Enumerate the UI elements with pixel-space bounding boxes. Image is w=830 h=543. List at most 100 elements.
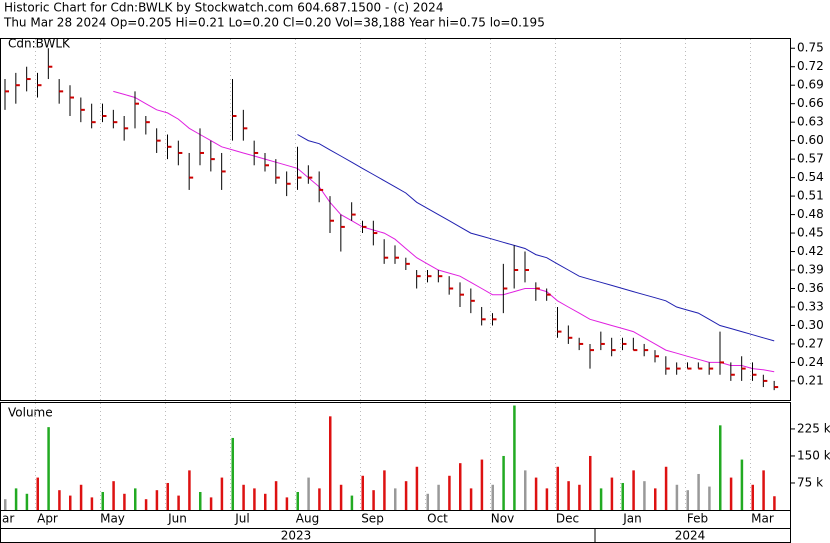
volume-bar [58,490,61,510]
volume-bar [209,497,213,510]
y-tick-label: 0.39 [797,263,824,277]
volume-bar [621,482,624,510]
header-line1: Historic Chart for Cdn:BWLK by Stockwatc… [4,1,443,15]
volume-bar [415,466,419,510]
volume-bar [242,484,245,510]
x-tick-label: ar [2,512,14,526]
volume-bar [589,455,592,510]
v-tick-label: 150 k [797,448,830,462]
year-label: 2024 [675,529,706,543]
volume-bar [545,488,549,510]
volume-bar [513,405,516,510]
x-tick-label: Sep [361,512,384,526]
volume-bar [166,482,169,510]
volume-bar [101,491,104,510]
volume-bar [25,493,29,510]
volume-bar [556,466,559,510]
volume-bar [144,499,148,510]
volume-bar [762,470,765,510]
y-tick-label: 0.21 [797,373,824,387]
y-tick-label: 0.33 [797,299,824,313]
x-tick-label: Jun [167,512,187,526]
volume-bar [491,484,494,510]
volume-bar [719,425,722,510]
volume-bar [524,470,527,510]
x-tick-label: Feb [687,512,708,526]
volume-bar [188,470,191,510]
volume-bar [134,488,137,510]
volume-bar [14,488,18,510]
y-tick-label: 0.66 [797,96,824,110]
volume-bar [177,495,180,510]
year-axis [0,528,791,543]
volume-bar [383,470,386,510]
y-tick-label: 0.27 [797,336,824,350]
volume-bar [69,495,72,510]
volume-bar [231,437,234,510]
y-tick-label: 0.60 [797,133,824,147]
volume-bar [285,497,289,510]
price-frame [0,38,791,401]
x-tick-label: Mar [751,512,774,526]
volume-bar [90,497,94,510]
volume-bar [404,481,408,510]
y-tick-label: 0.24 [797,355,824,369]
header-line2: Thu Mar 28 2024 Op=0.205 Hi=0.21 Lo=0.20… [3,16,545,30]
x-tick-label: Nov [491,512,514,526]
x-tick-label: Dec [556,512,579,526]
volume-bar [664,466,668,510]
volume-bar [372,490,375,510]
y-tick-label: 0.72 [797,59,824,73]
volume-bar [79,484,83,510]
volume-bar [697,473,700,510]
y-tick-label: 0.42 [797,244,824,258]
y-tick-label: 0.51 [797,189,824,203]
volume-bar [437,484,440,510]
volume-bar [686,490,689,510]
volume-bar [567,481,570,510]
moving-average [297,134,775,342]
y-tick-label: 0.30 [797,318,824,332]
x-tick-label: May [100,512,125,526]
volume-bar [296,491,299,510]
volume-bar [426,493,429,510]
volume-bar [632,470,635,510]
volume-label: Volume [8,406,53,420]
volume-bar [751,484,754,510]
volume-bar [47,427,50,510]
volume-bar [264,493,267,510]
y-tick-label: 0.63 [797,115,824,129]
volume-bar [534,477,538,510]
volume-bar [123,493,126,510]
volume-bar [610,477,614,510]
x-tick-label: Apr [37,512,58,526]
v-tick-label: 225 k [797,421,830,435]
volume-bar [480,459,484,510]
volume-bar [318,488,321,510]
volume-bar [307,477,310,510]
volume-bar [469,488,473,510]
x-tick-label: Aug [296,512,319,526]
x-tick-label: Jan [622,512,642,526]
volume-bar [112,481,115,510]
volume-bar [740,459,744,510]
volume-bar [599,488,603,510]
y-tick-label: 0.69 [797,78,824,92]
volume-bar [155,490,159,510]
y-tick-label: 0.36 [797,281,824,295]
volume-bar [4,499,7,510]
x-tick-label: Oct [427,512,448,526]
volume-bar [578,484,581,510]
y-tick-label: 0.57 [797,152,824,166]
volume-bar [361,475,364,510]
volume-bar [199,491,202,510]
volume-bar [675,484,679,510]
volume-bar [448,475,451,510]
volume-bar [654,488,657,510]
volume-bar [773,496,776,510]
volume-bar [502,455,505,510]
volume-bar [329,416,332,510]
volume-bar [253,488,256,510]
volume-bar [339,484,343,510]
